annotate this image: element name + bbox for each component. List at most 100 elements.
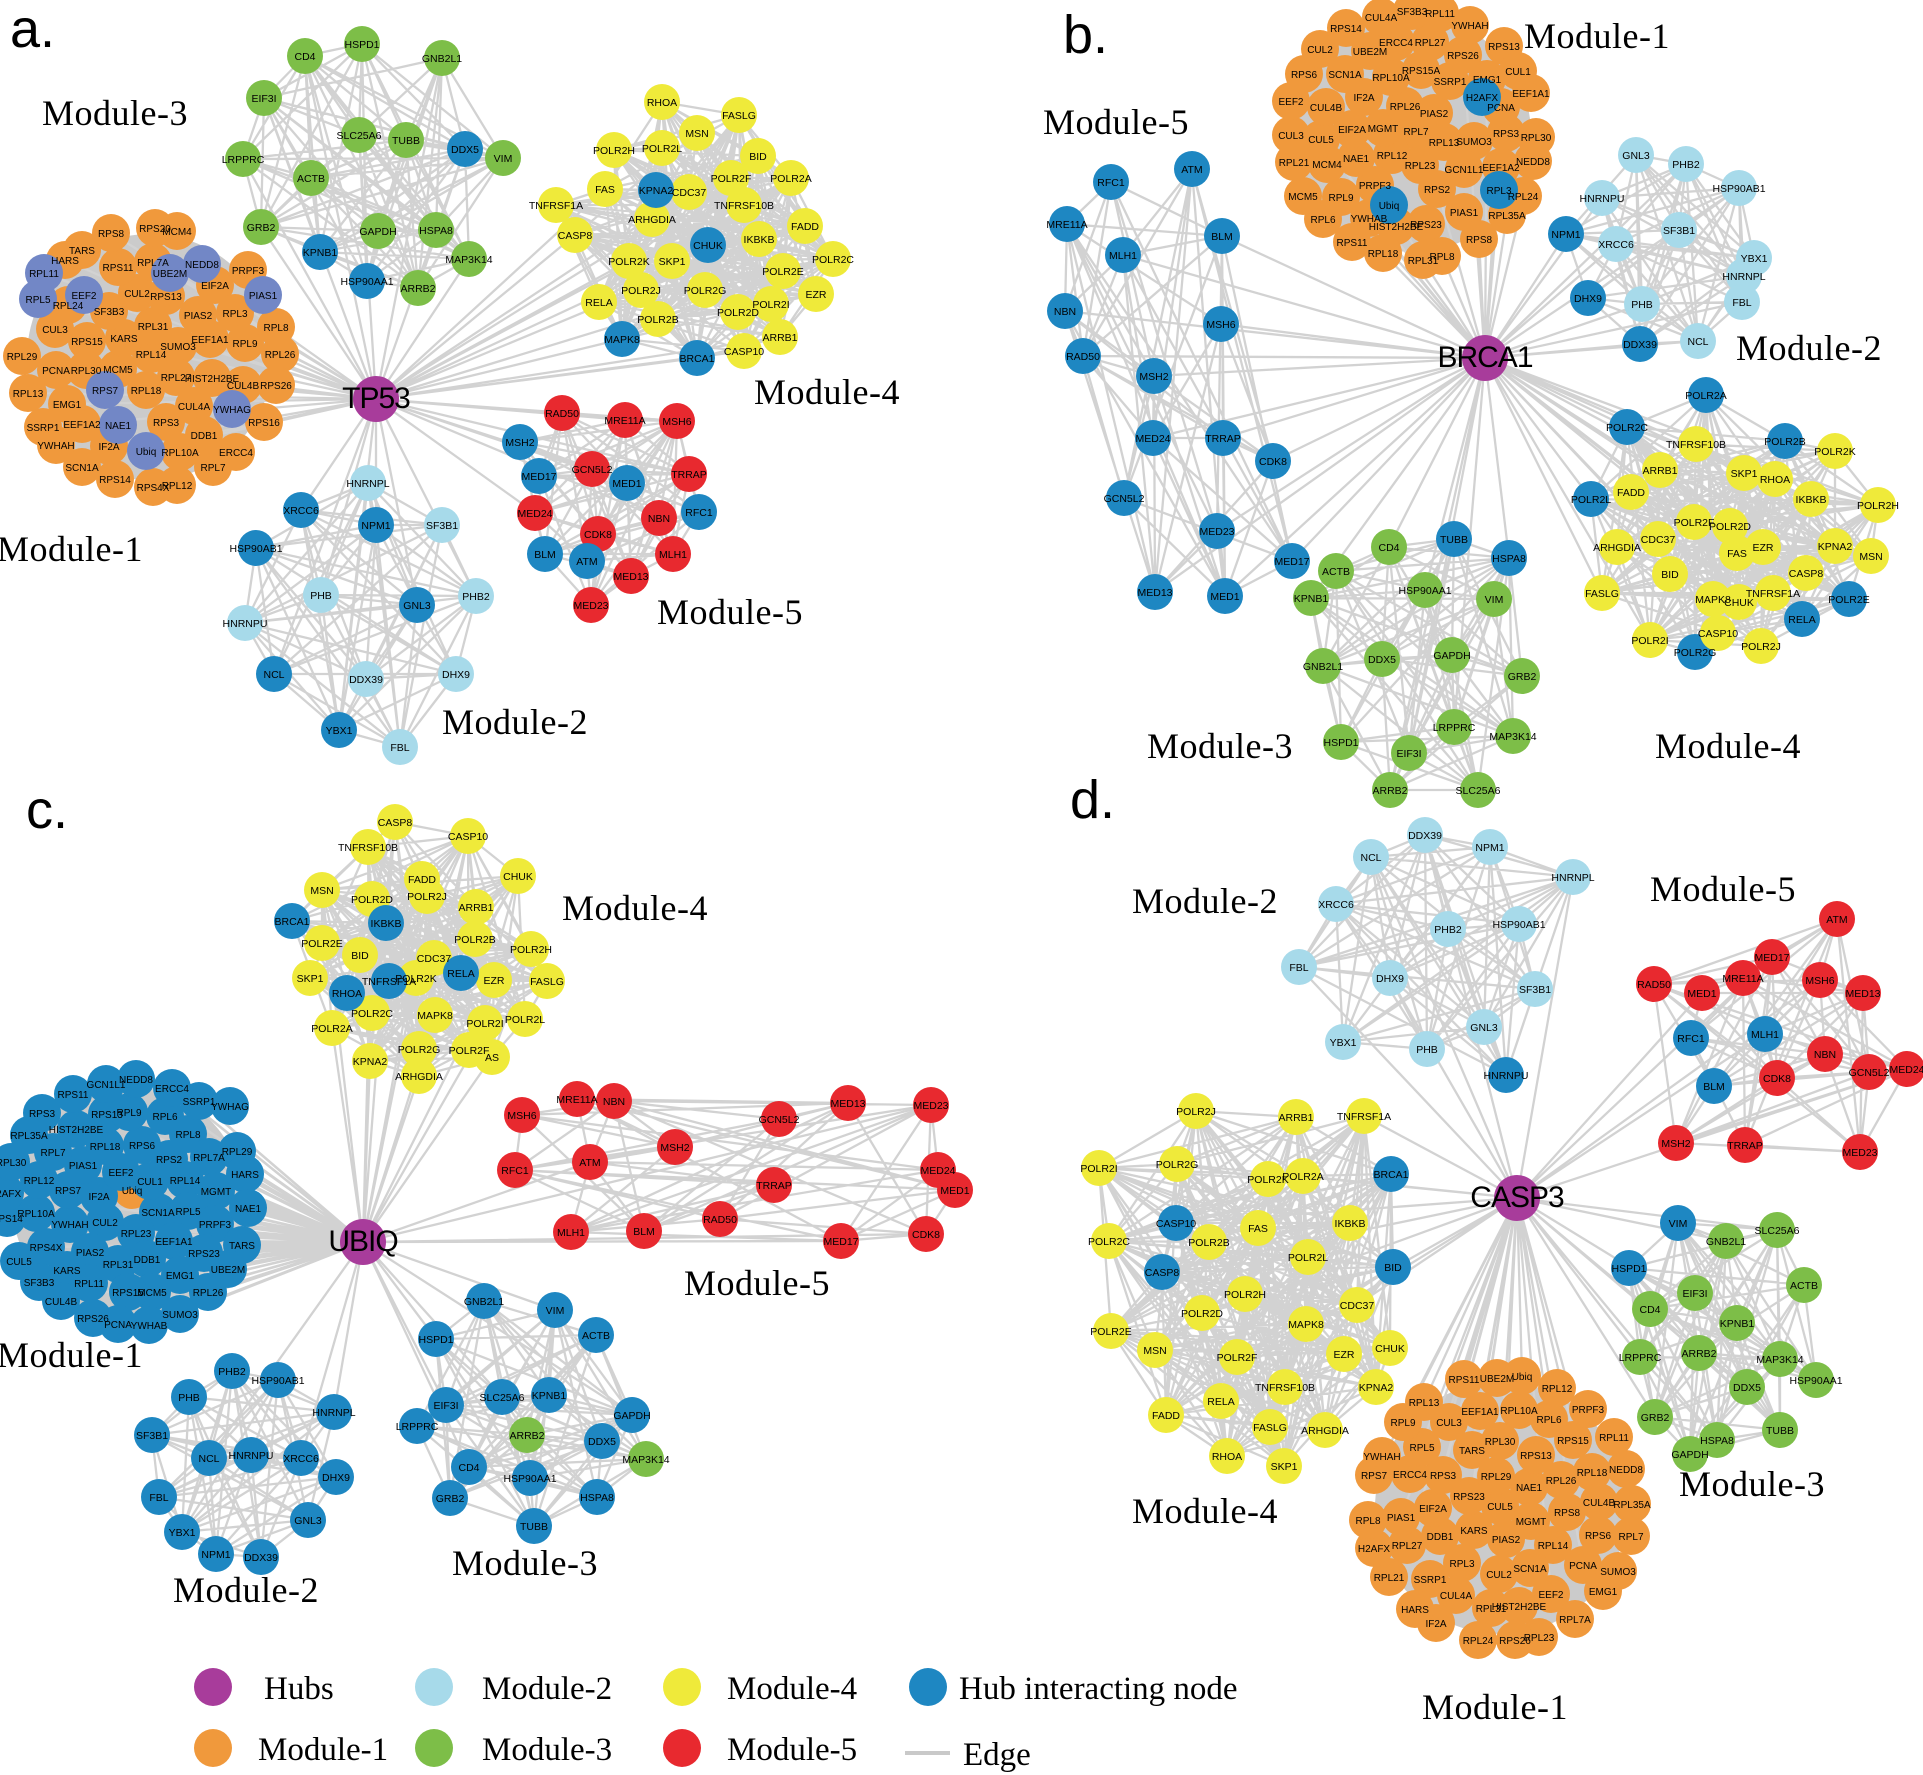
svg-text:MLH1: MLH1 (1751, 1029, 1779, 1041)
svg-text:RPL8: RPL8 (175, 1130, 200, 1141)
svg-text:RPL26: RPL26 (1390, 102, 1421, 113)
svg-text:CDK8: CDK8 (584, 529, 612, 541)
svg-text:CD4: CD4 (1378, 542, 1399, 554)
svg-text:ARHGDIA: ARHGDIA (1593, 542, 1641, 554)
svg-text:RPS3: RPS3 (1493, 129, 1520, 140)
svg-text:POLR2C: POLR2C (1606, 422, 1648, 434)
svg-text:GAPDH: GAPDH (1433, 650, 1470, 662)
svg-text:GAPDH: GAPDH (1671, 1449, 1708, 1461)
svg-text:RFC1: RFC1 (1677, 1033, 1705, 1045)
svg-text:RAD50: RAD50 (1637, 979, 1671, 991)
svg-text:POLR2F: POLR2F (1217, 1352, 1258, 1364)
svg-text:SUMO3: SUMO3 (1456, 137, 1492, 148)
svg-text:RPL35A: RPL35A (10, 1131, 48, 1142)
svg-text:RPL7: RPL7 (200, 463, 225, 474)
svg-text:TRRAP: TRRAP (756, 1180, 792, 1192)
svg-text:UBE2M: UBE2M (1353, 47, 1387, 58)
svg-text:CDC37: CDC37 (672, 187, 707, 199)
svg-text:ARRB2: ARRB2 (400, 283, 435, 295)
svg-text:YWHAH: YWHAH (51, 1220, 88, 1231)
svg-text:KARS: KARS (1460, 1526, 1488, 1537)
svg-text:UBIQ: UBIQ (328, 1225, 397, 1258)
svg-text:HSPA8: HSPA8 (580, 1492, 614, 1504)
svg-text:FASLG: FASLG (1253, 1422, 1287, 1434)
svg-text:RPL21: RPL21 (1279, 158, 1310, 169)
svg-text:MCM4: MCM4 (162, 227, 192, 238)
svg-text:SLC25A6: SLC25A6 (1456, 785, 1501, 797)
svg-text:EEF1A1: EEF1A1 (1461, 1407, 1499, 1418)
svg-text:Module-5: Module-5 (1650, 869, 1796, 909)
svg-text:GCN1L1: GCN1L1 (1445, 165, 1484, 176)
svg-text:TNFRSF10B: TNFRSF10B (338, 842, 398, 854)
svg-text:NAE1: NAE1 (235, 1204, 262, 1215)
svg-text:RPL27: RPL27 (1392, 1541, 1423, 1552)
svg-text:PRPF3: PRPF3 (199, 1220, 232, 1231)
svg-text:MSH2: MSH2 (1661, 1138, 1690, 1150)
svg-text:BRCA1: BRCA1 (274, 916, 309, 928)
svg-text:NCL: NCL (263, 669, 284, 681)
svg-text:MED13: MED13 (830, 1098, 865, 1110)
svg-text:GNB2L1: GNB2L1 (464, 1296, 504, 1308)
svg-text:MLH1: MLH1 (557, 1227, 585, 1239)
svg-text:HIST2H2BE: HIST2H2BE (1369, 222, 1424, 233)
svg-text:EZR: EZR (484, 975, 505, 987)
svg-text:d.: d. (1070, 770, 1115, 830)
svg-text:NEDD8: NEDD8 (1516, 157, 1550, 168)
svg-text:Module-5: Module-5 (684, 1263, 830, 1303)
svg-text:POLR2A: POLR2A (311, 1023, 352, 1035)
svg-text:RHOA: RHOA (647, 97, 677, 109)
svg-text:YBX1: YBX1 (169, 1527, 196, 1539)
svg-text:MED1: MED1 (940, 1185, 969, 1197)
svg-text:BID: BID (1384, 1262, 1402, 1274)
svg-text:RPS6: RPS6 (1585, 1531, 1612, 1542)
svg-text:CDC37: CDC37 (1340, 1300, 1375, 1312)
svg-text:IKBKB: IKBKB (1796, 494, 1827, 506)
svg-text:MSH6: MSH6 (1805, 975, 1834, 987)
svg-text:EIF2A: EIF2A (1419, 1504, 1447, 1515)
svg-text:POLR2D: POLR2D (717, 307, 759, 319)
svg-text:RPL12: RPL12 (24, 1176, 55, 1187)
svg-text:RPL23: RPL23 (1405, 161, 1436, 172)
svg-text:RPS3: RPS3 (1430, 1471, 1457, 1482)
svg-text:Module-2: Module-2 (442, 702, 588, 742)
svg-text:PIAS1: PIAS1 (69, 1161, 98, 1172)
svg-text:IF2A: IF2A (98, 442, 119, 453)
svg-text:SUMO3: SUMO3 (162, 1310, 198, 1321)
svg-text:HSP90AB1: HSP90AB1 (1492, 919, 1545, 931)
svg-text:RPL13: RPL13 (1429, 138, 1460, 149)
svg-text:VIM: VIM (1485, 594, 1504, 606)
svg-text:RPL31: RPL31 (103, 1260, 134, 1271)
svg-text:EMG1: EMG1 (166, 1271, 195, 1282)
svg-text:MLH1: MLH1 (1109, 250, 1137, 262)
svg-text:ARRB2: ARRB2 (1372, 785, 1407, 797)
svg-text:UBE2M: UBE2M (1480, 1374, 1514, 1385)
svg-text:RAD50: RAD50 (545, 408, 579, 420)
svg-text:SCN1A: SCN1A (141, 1208, 175, 1219)
svg-text:RPS6: RPS6 (129, 1141, 156, 1152)
svg-text:PHB2: PHB2 (1672, 159, 1700, 171)
svg-text:RPL26: RPL26 (193, 1288, 224, 1299)
svg-text:SUMO3: SUMO3 (1600, 1567, 1636, 1578)
svg-text:MED1: MED1 (1687, 988, 1716, 1000)
svg-text:HIST2H2BE: HIST2H2BE (185, 374, 240, 385)
svg-text:H2AFX: H2AFX (0, 1189, 21, 1200)
svg-text:LRPPRC: LRPPRC (1619, 1352, 1662, 1364)
svg-text:POLR2H: POLR2H (1224, 1289, 1266, 1301)
svg-text:FADD: FADD (791, 221, 819, 233)
svg-text:Ubiq: Ubiq (136, 447, 157, 458)
svg-text:NBN: NBN (1054, 306, 1076, 318)
svg-text:RPL5: RPL5 (25, 295, 50, 306)
svg-text:POLR2I: POLR2I (1080, 1163, 1117, 1175)
svg-text:MSH6: MSH6 (1206, 319, 1235, 331)
svg-text:RELA: RELA (1207, 1396, 1234, 1408)
svg-text:HSPA8: HSPA8 (419, 225, 453, 237)
svg-text:POLR2L: POLR2L (1288, 1252, 1328, 1264)
svg-text:RPL6: RPL6 (1536, 1415, 1561, 1426)
svg-text:MED13: MED13 (1137, 587, 1172, 599)
svg-text:CUL4A: CUL4A (1440, 1591, 1473, 1602)
svg-text:POLR2B: POLR2B (454, 934, 495, 946)
svg-text:CASP8: CASP8 (378, 817, 413, 829)
svg-text:PHB2: PHB2 (1434, 924, 1462, 936)
svg-text:RPL11: RPL11 (1425, 9, 1455, 20)
svg-text:RPS7: RPS7 (55, 1186, 82, 1197)
